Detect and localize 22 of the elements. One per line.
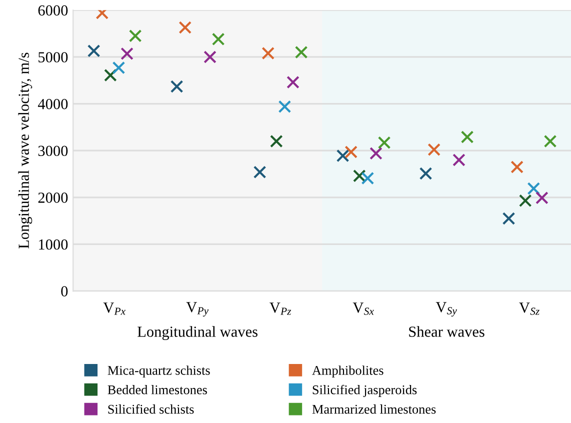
band-label: Longitudinal waves [138,326,258,340]
x-tick-label: V$_{Px}$ [103,302,126,315]
band-label: Shear waves [409,326,484,337]
y-tick-label: 5000 [38,52,68,62]
legend-label: Silicified jasperoids [312,384,417,397]
y-tick-label: 0 [61,286,68,296]
legend-label: Marmarized limestones [312,404,436,414]
x-tick-label: V$_{Py}$ [186,302,209,317]
legend-label: Amphibolites [312,366,384,378]
x-tick-label: V$_{Sx}$ [352,302,374,315]
x-tick-label: V$_{Pz}$ [270,302,292,315]
x-tick-label: V$_{Sy}$ [436,302,457,317]
y-tick-label: 1000 [39,239,68,250]
legend-label: Mica-quartz schists [108,366,210,378]
legend-label: Bedded limestones [108,385,207,394]
x-tick-label: V$_{Sz}$ [519,302,540,315]
legend-label: Silicified schists [108,404,194,414]
y-tick-label: 2000 [38,192,68,203]
y-tick-label: 3000 [38,146,68,156]
y-tick-label: 4000 [38,98,68,110]
y-axis-title: Longitudinal wave velocity, m/s [18,52,32,249]
y-tick-label: 6000 [38,5,68,16]
